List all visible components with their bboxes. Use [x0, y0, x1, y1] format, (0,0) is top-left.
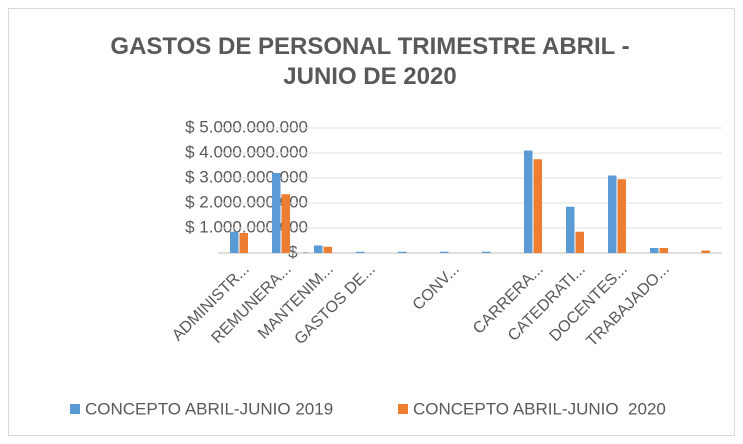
legend-swatch — [398, 404, 408, 414]
y-tick-label: $ 5.000.000.000 — [185, 117, 308, 136]
bar — [659, 248, 668, 253]
bar — [650, 248, 659, 253]
bar — [230, 231, 239, 253]
bar — [239, 233, 248, 253]
bar — [482, 251, 491, 253]
bar — [398, 251, 407, 253]
bar — [323, 246, 332, 253]
bar — [356, 251, 365, 253]
bar — [314, 245, 323, 253]
bar — [566, 206, 575, 253]
y-tick-label: $ 3.000.000.000 — [185, 167, 308, 186]
bar — [533, 159, 542, 253]
bar — [524, 150, 533, 253]
bar — [440, 251, 449, 253]
legend-swatch — [70, 404, 80, 414]
bar — [281, 194, 290, 253]
y-tick-label: $ 4.000.000.000 — [185, 142, 308, 161]
chart-title: GASTOS DE PERSONAL TRIMESTRE ABRIL -JUNI… — [110, 33, 630, 90]
bar — [272, 173, 281, 253]
legend-label: CONCEPTO ABRIL-JUNIO 2020 — [413, 399, 666, 418]
legend-label: CONCEPTO ABRIL-JUNIO 2019 — [85, 399, 333, 418]
bar — [701, 250, 710, 253]
bar — [608, 175, 617, 253]
bar — [575, 231, 584, 253]
bar — [617, 179, 626, 253]
y-tick-label: $ - — [288, 242, 308, 261]
